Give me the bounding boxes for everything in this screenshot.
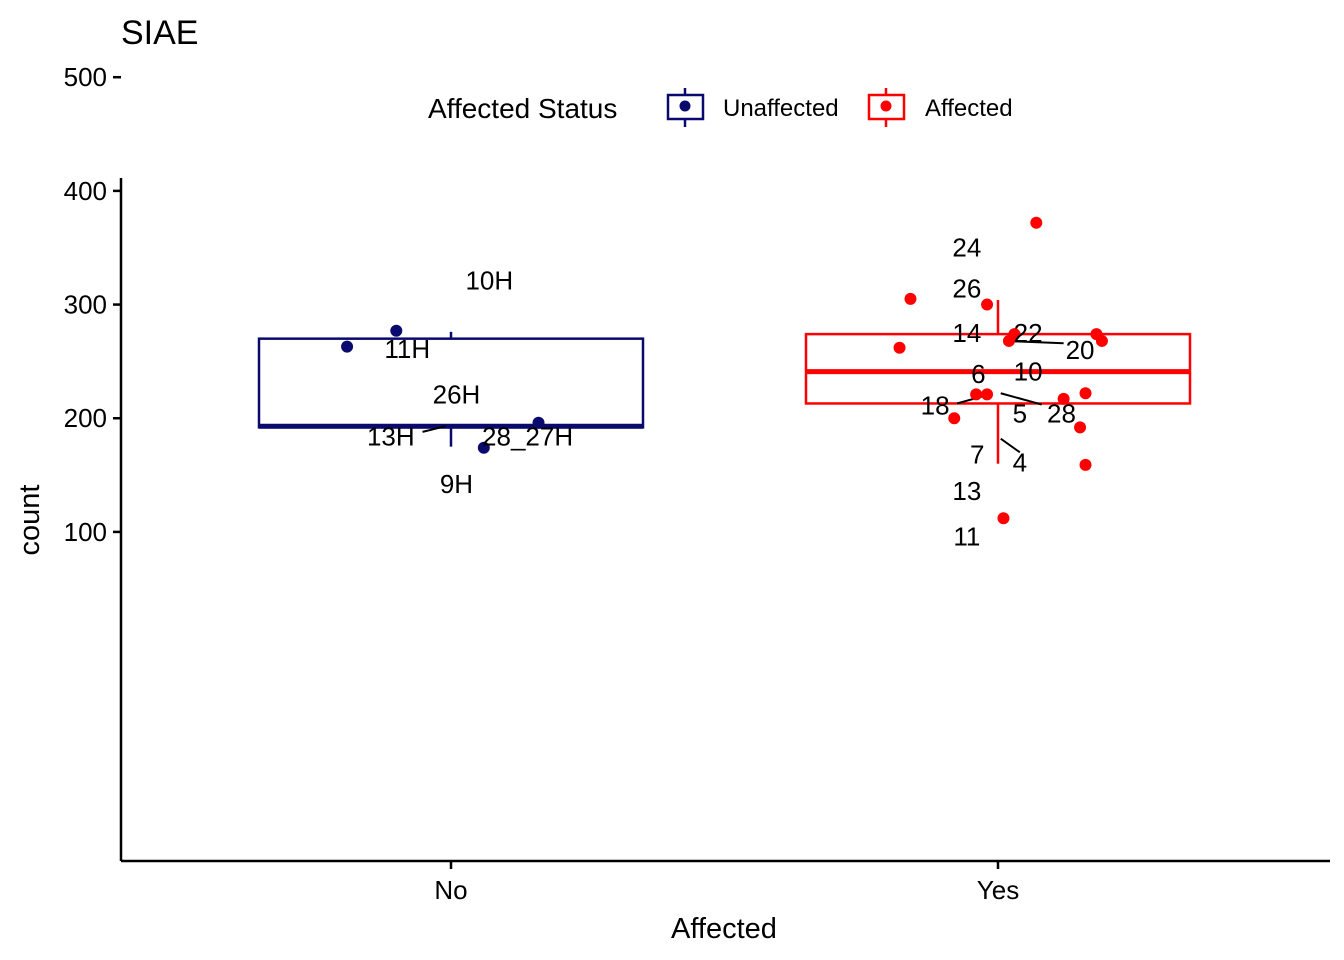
data-point: [532, 416, 545, 429]
x-axis-title: Affected: [671, 913, 777, 945]
point-label: 28: [1047, 399, 1076, 429]
legend-key-unaffected: [666, 88, 705, 127]
point-label: 28_27H: [482, 421, 573, 451]
data-point: [948, 412, 961, 425]
y-tick-label: 200: [64, 403, 107, 433]
data-point: [477, 441, 490, 454]
legend-title: Affected Status: [428, 93, 617, 124]
point-label: 13: [952, 476, 981, 506]
data-point: [390, 324, 403, 337]
boxes: [257, 300, 1192, 464]
point-label: 11: [953, 521, 980, 551]
x-tick-label: No: [434, 875, 467, 905]
point-label: 10H: [465, 266, 513, 296]
label-connector: [1000, 437, 1021, 454]
point-label: 9H: [440, 469, 473, 499]
data-point: [904, 292, 917, 305]
data-point: [981, 298, 994, 311]
data-point: [341, 340, 354, 353]
point-label: 5: [1013, 399, 1027, 429]
data-point: [1079, 387, 1092, 400]
y-tick-label: 500: [64, 62, 107, 92]
legend-label-unaffected: Unaffected: [723, 95, 839, 122]
data-point: [1095, 334, 1108, 347]
data-point: [1002, 334, 1015, 347]
label-connector: [422, 425, 446, 433]
point-label: 14: [952, 318, 981, 348]
axes: 100200300400500600NoYes: [64, 62, 1330, 905]
data-point: [997, 512, 1010, 525]
chart-title: SIAE: [121, 14, 198, 52]
label-connector: [1000, 392, 1043, 406]
y-tick-label: 100: [64, 517, 107, 547]
data-point: [893, 341, 906, 354]
point-label: 6: [971, 359, 985, 389]
point-label: 13H: [367, 421, 415, 451]
data-point: [970, 388, 983, 401]
point-label: 7: [970, 440, 984, 470]
legend-key-affected: [867, 88, 906, 127]
point-label: 24: [952, 233, 981, 263]
data-point: [1030, 216, 1043, 229]
point-label: 20: [1066, 335, 1095, 365]
point-label: 22: [1014, 318, 1043, 348]
y-axis-title: count: [14, 485, 46, 556]
point-label: 11H: [384, 334, 430, 364]
point-label: 18: [921, 391, 950, 421]
data-point: [981, 388, 994, 401]
data-points: [341, 216, 1108, 525]
point-label: 26H: [433, 379, 481, 409]
point-labels: 25H10H11H26H13H28_27H9H24262214206101852…: [367, 233, 1095, 552]
data-point: [1057, 392, 1070, 405]
box-iqr: [804, 332, 1192, 405]
y-tick-label: 400: [64, 176, 107, 206]
point-label: 4: [1013, 448, 1027, 478]
data-point: [1074, 421, 1087, 434]
y-tick-label: 300: [64, 290, 107, 320]
point-label: 26: [952, 274, 981, 304]
x-tick-label: Yes: [977, 875, 1019, 905]
legend-label-affected: Affected: [925, 95, 1013, 122]
legend: Affected Status Unaffected Affected: [428, 88, 1013, 127]
data-point: [1079, 458, 1092, 471]
point-label: 10: [1014, 357, 1043, 387]
